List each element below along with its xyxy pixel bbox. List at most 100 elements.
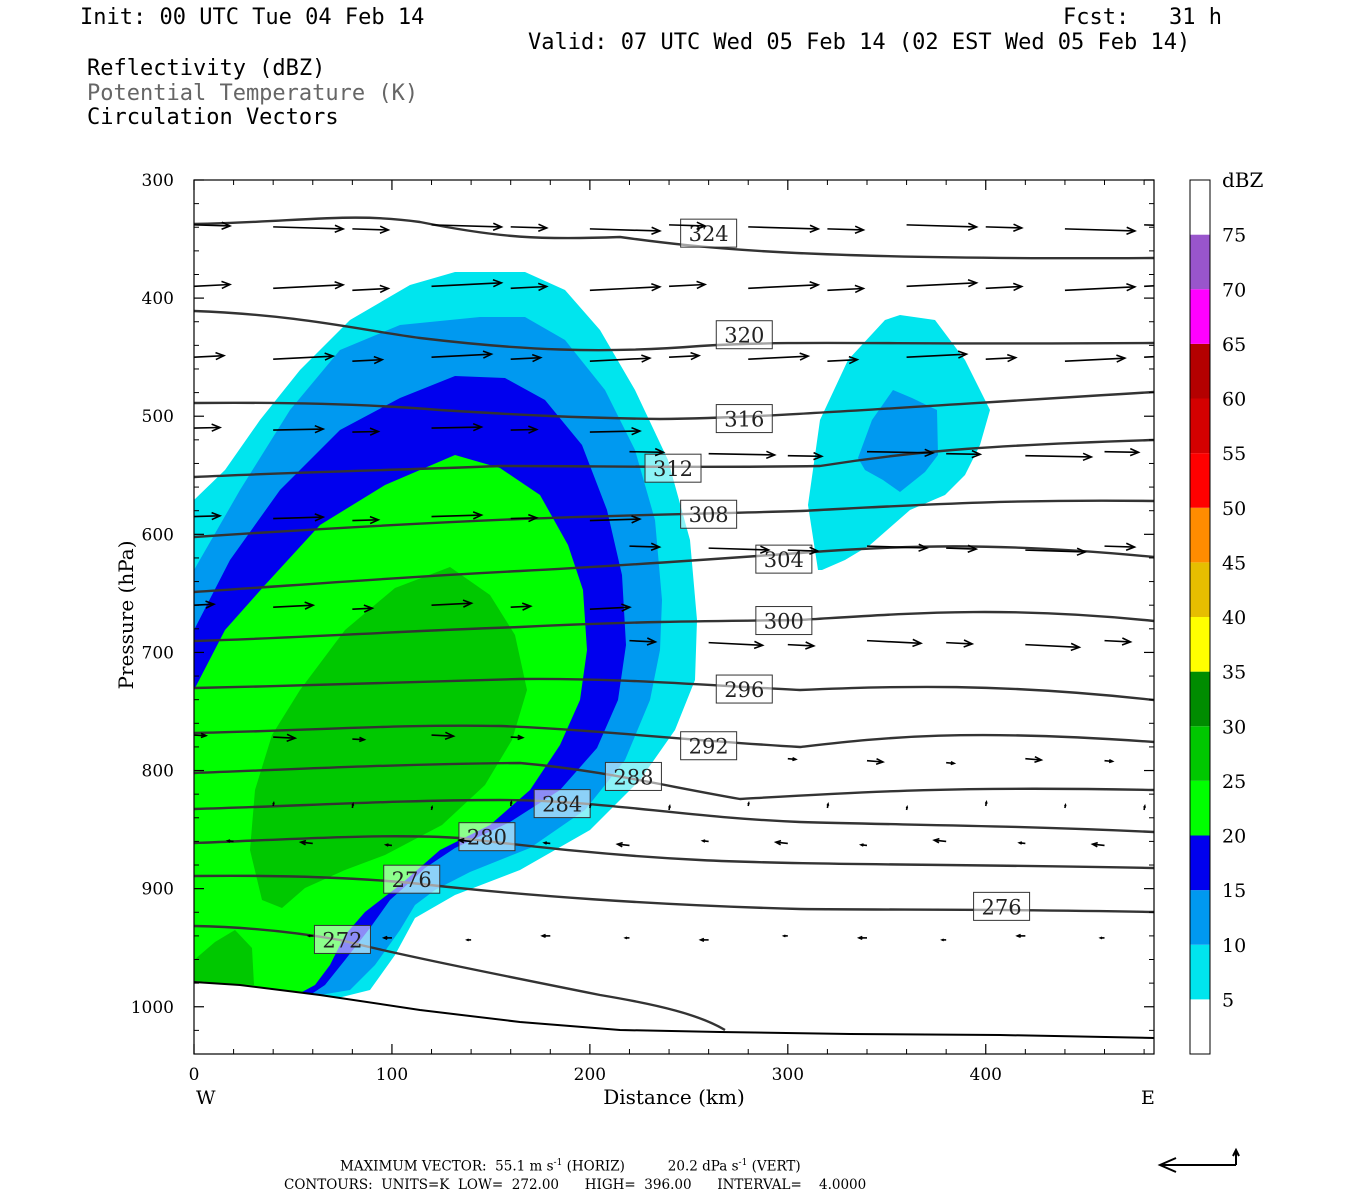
valid-time: Valid: 07 UTC Wed 05 Feb 14 (02 EST Wed … (528, 30, 1191, 55)
vector-arrow-head (854, 284, 866, 294)
vector-arrow-shaft (510, 605, 531, 608)
vector-arrow-shaft (589, 606, 630, 610)
vector-arrow-head (641, 354, 652, 363)
vector-arrow-head (1143, 804, 1146, 808)
vector-arrow-head (1082, 452, 1094, 462)
vector-arrow-shaft (866, 759, 884, 763)
vector-arrow-shaft (1144, 355, 1154, 358)
vector-arrow-head (773, 839, 782, 846)
vector-arrow-head (542, 841, 548, 845)
vector-arrow-head (430, 804, 434, 809)
vector-arrow-head (1013, 223, 1024, 232)
vector-arrow-head (967, 222, 979, 231)
contour-label-box (313, 924, 371, 954)
x-tick-label: 400 (970, 1065, 1002, 1085)
theta-line (194, 610, 1154, 643)
colorbar-label: 55 (1222, 443, 1246, 465)
vector-arrow-head (631, 426, 642, 436)
vector-arrow-shaft (629, 450, 664, 454)
refl-25dbz-corner (194, 930, 254, 985)
below-ground-mask (194, 981, 1154, 1054)
vector-arrow-head (759, 545, 771, 554)
contour-label: 272 (322, 928, 362, 952)
vector-arrow-shaft (629, 545, 660, 548)
vector-arrow-shaft (866, 450, 933, 454)
theta-line (194, 499, 1154, 539)
vector-arrow-head (971, 449, 983, 459)
vector-arrow-head (482, 350, 494, 359)
vector-arrow-shaft (510, 226, 547, 229)
vector-arrow-shaft (273, 226, 344, 230)
vector-arrow-shaft (194, 283, 230, 288)
theta-line (194, 216, 1154, 260)
y-tick-label: 800 (142, 762, 174, 782)
colorbar-swatch (1190, 944, 1210, 1000)
vector-arrow-shaft (669, 354, 700, 358)
contour-label-box (715, 674, 773, 704)
vector-arrow-head (924, 448, 936, 458)
colorbar-swatch (1190, 617, 1210, 672)
vector-arrow-shaft (1025, 454, 1092, 458)
vector-arrow-head (531, 353, 543, 363)
vector-arrow-shaft (787, 549, 818, 552)
x-tick-label: 300 (772, 1065, 804, 1085)
vector-arrow-shaft (827, 228, 864, 231)
vector-arrow-shaft (629, 639, 656, 643)
vector-arrow-shaft (669, 283, 706, 288)
vector-arrow-head (304, 601, 316, 610)
vector-arrow-head (306, 934, 311, 938)
theta-line (194, 835, 1154, 870)
contour-label: 304 (764, 548, 804, 572)
circulation-vectors (194, 221, 1154, 943)
vector-arrow-shaft (510, 285, 547, 290)
vector-arrow-head (848, 355, 860, 365)
colorbar-swatch (1190, 999, 1210, 1054)
vector-arrow-shaft (1144, 224, 1154, 226)
colorbar-label: 5 (1222, 989, 1234, 1011)
vector-arrow-shaft (1064, 228, 1135, 232)
colorbar-swatch (1190, 343, 1210, 399)
vector-arrow-head (858, 843, 864, 847)
vector-arrow-shaft (1104, 639, 1131, 643)
vector-arrow-head (334, 224, 346, 233)
vector-arrow-head (826, 802, 830, 806)
vector-arrow-head (457, 837, 465, 844)
refl-10dbz-east (858, 390, 938, 492)
vector-arrow-shaft (510, 517, 537, 520)
colorbar-swatch (1190, 289, 1210, 344)
vector-arrow-head (623, 936, 628, 940)
vector-arrow-shaft (946, 547, 977, 550)
contour-label: 280 (467, 826, 507, 850)
vector-arrow-shaft (787, 454, 822, 458)
vector-arrow-head (651, 226, 662, 235)
exp-vert: -1 (738, 1158, 748, 1168)
vector-arrow-head (813, 451, 824, 461)
contour-label: 288 (613, 765, 653, 789)
y-axis-ticks: 300 400 500 600 700 800 900 1000 (131, 171, 1154, 1031)
vector-arrow-head (650, 542, 662, 552)
vector-arrow-head (1012, 282, 1024, 292)
y-tick-label: 700 (142, 643, 174, 663)
vector-arrow-head (809, 224, 821, 233)
vector-arrow-head (1129, 447, 1141, 457)
colorbar-swatch (1190, 562, 1210, 617)
vector-arrow-shaft (194, 354, 225, 358)
vector-arrow-head (950, 760, 957, 766)
vector-arrow-shaft (787, 643, 814, 647)
theta-line (194, 309, 1154, 352)
exp-horiz: -1 (553, 1158, 563, 1168)
vector-arrow-shaft (273, 355, 334, 360)
vector-arrow-shaft (827, 358, 858, 362)
y-tick-label: 600 (142, 525, 174, 545)
vector-arrow-shaft (352, 519, 379, 522)
vector-arrow-head (379, 284, 391, 294)
vector-arrow-head (1006, 353, 1018, 363)
contour-label: 312 (653, 457, 693, 481)
vector-arrow-shaft (352, 228, 389, 231)
vector-arrow-shaft (273, 516, 324, 520)
vector-arrow-head (492, 278, 504, 288)
x-tick-label: 0 (189, 1065, 200, 1085)
vector-arrow-shaft (194, 515, 221, 518)
vector-arrow-head (509, 800, 513, 804)
vector-arrow-head (615, 841, 623, 848)
